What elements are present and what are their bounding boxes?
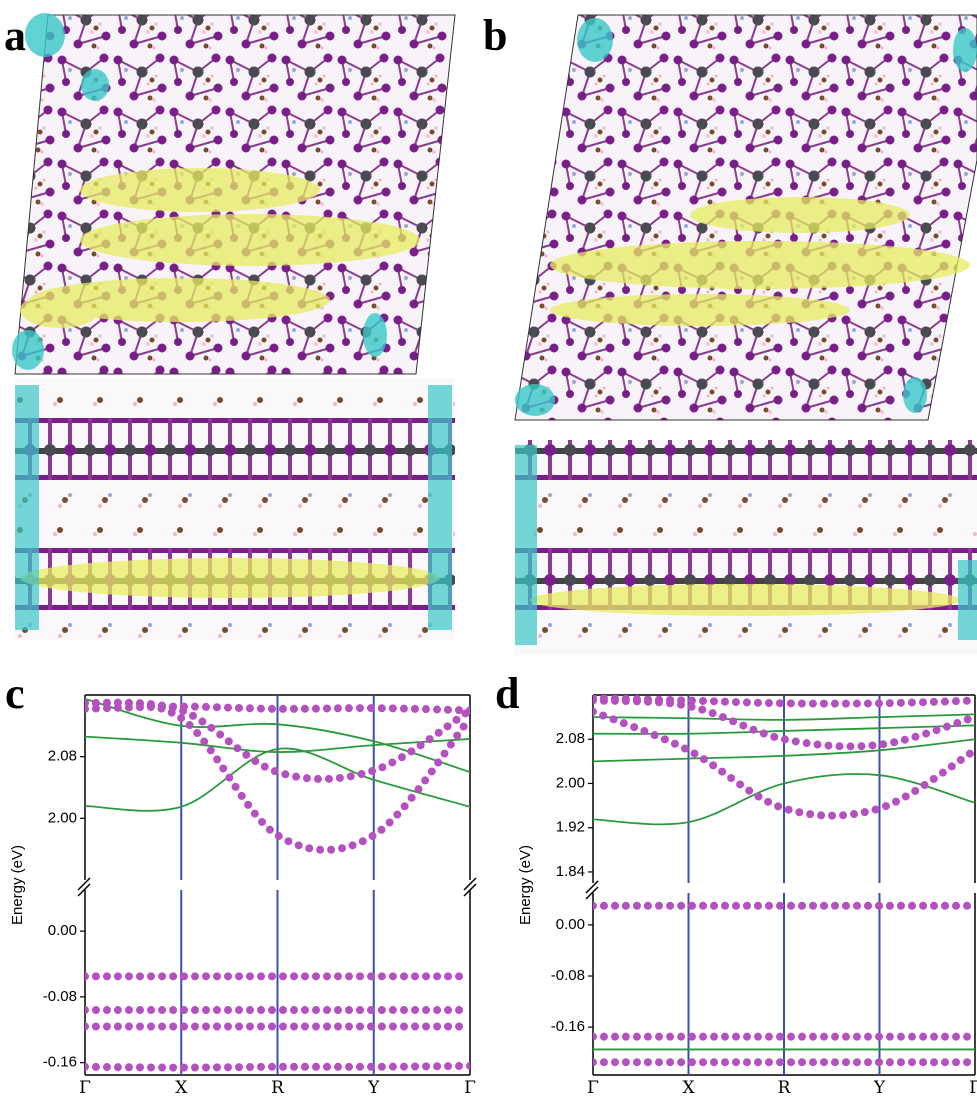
y-tick-label: -0.08 bbox=[551, 967, 585, 984]
band-dotted bbox=[85, 698, 470, 783]
panel-label: a bbox=[4, 11, 26, 60]
x-tick-label: X bbox=[682, 1078, 695, 1098]
x-tick-label: Y bbox=[873, 1078, 886, 1098]
x-tick-label: Y bbox=[367, 1078, 380, 1098]
band-line bbox=[593, 773, 975, 826]
panel-label: b bbox=[483, 11, 507, 60]
x-tick-label: R bbox=[271, 1078, 285, 1098]
x-tick-label: R bbox=[778, 1078, 792, 1098]
y-tick-label: 0.00 bbox=[48, 922, 77, 939]
structure-b-side bbox=[515, 440, 977, 655]
y-tick-label: 2.08 bbox=[48, 748, 77, 765]
structure-a-side bbox=[15, 378, 455, 640]
y-tick-label: -0.16 bbox=[43, 1054, 77, 1071]
y-tick-label: -0.08 bbox=[43, 988, 77, 1005]
band-dotted bbox=[85, 1061, 470, 1072]
band-line bbox=[85, 747, 470, 812]
structure-b-top bbox=[514, 14, 977, 421]
band-line bbox=[593, 713, 975, 721]
band-line bbox=[85, 735, 470, 753]
y-axis-label: Energy (eV) bbox=[517, 845, 534, 925]
y-tick-label: -0.16 bbox=[551, 1018, 585, 1035]
y-tick-label: 1.84 bbox=[556, 863, 585, 880]
panel-label: d bbox=[495, 669, 519, 718]
x-tick-label: Γ bbox=[464, 1078, 476, 1098]
structure-a-top bbox=[12, 13, 456, 375]
axis-break bbox=[77, 877, 599, 900]
x-tick-label: Γ bbox=[587, 1078, 599, 1098]
x-tick-label: Γ bbox=[969, 1078, 977, 1098]
band-dotted bbox=[593, 707, 975, 820]
panel-label: c bbox=[5, 669, 25, 718]
band-dotted bbox=[593, 695, 975, 708]
x-tick-label: X bbox=[175, 1078, 188, 1098]
y-tick-label: 2.00 bbox=[556, 774, 585, 791]
y-tick-label: 2.00 bbox=[48, 809, 77, 826]
x-tick-label: Γ bbox=[79, 1078, 91, 1098]
y-tick-label: 1.92 bbox=[556, 819, 585, 836]
y-axis-label: Energy (eV) bbox=[9, 845, 26, 925]
y-tick-label: 0.00 bbox=[556, 916, 585, 933]
band-line bbox=[593, 738, 975, 763]
band-dotted bbox=[85, 698, 470, 854]
y-tick-label: 2.08 bbox=[556, 730, 585, 747]
